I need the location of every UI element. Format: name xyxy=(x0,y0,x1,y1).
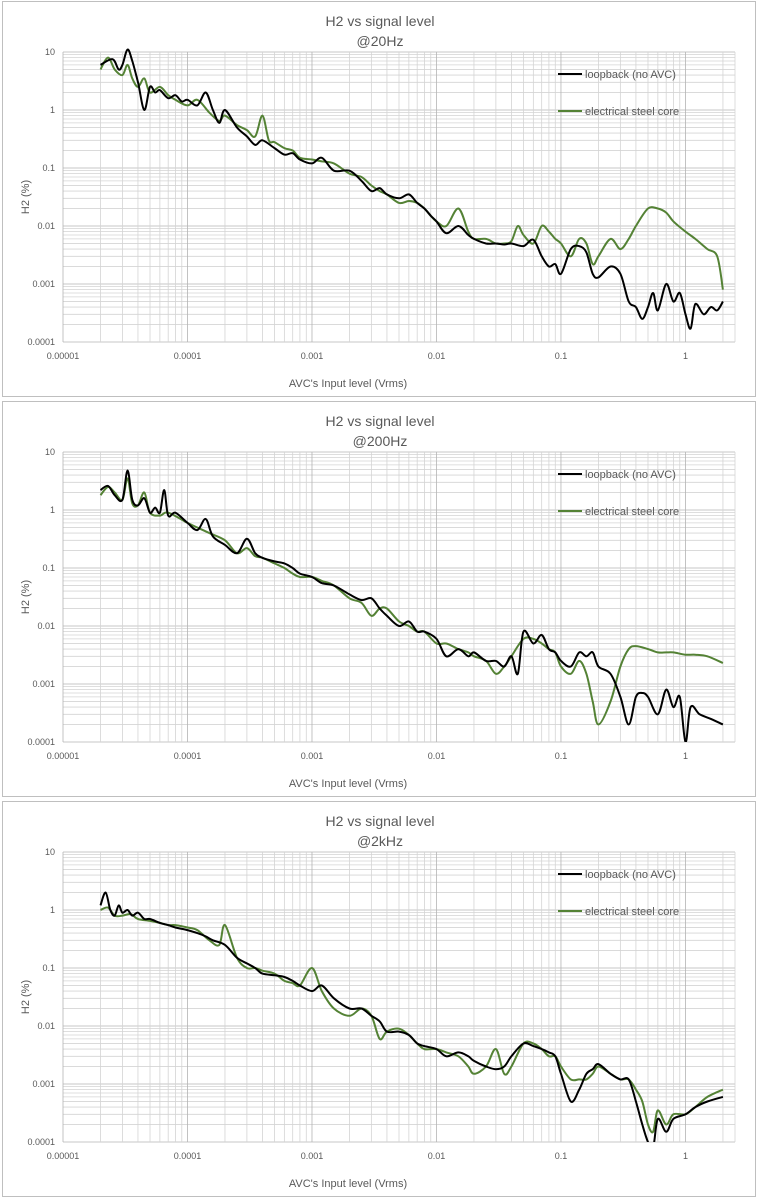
legend: loopback (no AVC) electrical steel core xyxy=(558,869,679,918)
x-tick-label: 0.01 xyxy=(428,1151,446,1161)
x-tick-label: 0.1 xyxy=(555,351,568,361)
y-axis-label: H2 (%) xyxy=(20,580,32,614)
x-tick-label: 0.1 xyxy=(555,751,568,761)
series-line-loopback xyxy=(99,891,724,1142)
x-tick-label: 0.001 xyxy=(301,1151,324,1161)
y-tick-label: 1 xyxy=(50,505,55,515)
x-axis-label: AVC's Input level (Vrms) xyxy=(289,378,407,390)
x-tick-label: 0.01 xyxy=(428,351,446,361)
y-tick-label: 0.001 xyxy=(32,1079,55,1089)
y-tick-label: 0.001 xyxy=(32,279,55,289)
chart-panel-2khz: 10 1 0.1 0.01 0.001 0.0001 0.00001 0.0001 0.001 0… xyxy=(2,801,756,1197)
y-tick-label: 0.0001 xyxy=(27,337,55,347)
chart-title: H2 vs signal level xyxy=(326,413,435,429)
x-tick-label: 0.00001 xyxy=(47,751,80,761)
legend-label: electrical steel core xyxy=(585,506,679,518)
y-tick-label: 0.0001 xyxy=(27,1137,55,1147)
chart-title: H2 vs signal level xyxy=(326,13,435,29)
chart-subtitle: @20Hz xyxy=(357,33,404,49)
x-tick-label: 0.0001 xyxy=(174,751,202,761)
chart-svg: 10 1 0.1 0.01 0.001 0.0001 0.00001 0.0001 0.001 0… xyxy=(20,13,736,390)
gridlines xyxy=(62,851,736,1143)
chart-subtitle: @2kHz xyxy=(357,833,403,849)
y-tick-label: 0.01 xyxy=(37,221,55,231)
legend-label: loopback (no AVC) xyxy=(585,869,676,881)
x-axis-label: AVC's Input level (Vrms) xyxy=(289,1178,407,1190)
legend-label: loopback (no AVC) xyxy=(585,69,676,81)
y-tick-label: 1 xyxy=(50,905,55,915)
x-tick-label: 1 xyxy=(683,1151,688,1161)
gridlines xyxy=(62,451,736,743)
gridlines xyxy=(62,51,736,343)
x-tick-label: 0.00001 xyxy=(47,1151,80,1161)
series-line-loopback xyxy=(99,469,724,742)
y-tick-label: 0.0001 xyxy=(27,737,55,747)
y-tick-label: 10 xyxy=(45,847,55,857)
y-tick-label: 0.01 xyxy=(37,621,55,631)
x-axis-label: AVC's Input level (Vrms) xyxy=(289,778,407,790)
legend: loopback (no AVC) electrical steel core xyxy=(558,469,679,518)
chart-title: H2 vs signal level xyxy=(326,813,435,829)
x-tick-label: 0.1 xyxy=(555,1151,568,1161)
legend-label: loopback (no AVC) xyxy=(585,469,676,481)
chart-svg: 10 1 0.1 0.01 0.001 0.0001 0.00001 0.0001 0.001 0… xyxy=(20,413,736,790)
legend-label: electrical steel core xyxy=(585,906,679,918)
y-tick-label: 0.1 xyxy=(42,963,55,973)
y-tick-label: 10 xyxy=(45,447,55,457)
legend: loopback (no AVC) electrical steel core xyxy=(558,69,679,118)
y-tick-label: 0.1 xyxy=(42,163,55,173)
chart-panel-20hz: 10 1 0.1 0.01 0.001 0.0001 0.00001 0.0001 0.001 0… xyxy=(2,1,756,397)
x-tick-label: 0.00001 xyxy=(47,351,80,361)
x-tick-label: 0.01 xyxy=(428,751,446,761)
y-tick-label: 0.1 xyxy=(42,563,55,573)
x-tick-label: 0.0001 xyxy=(174,1151,202,1161)
series-line-loopback xyxy=(100,48,724,330)
y-tick-label: 0.01 xyxy=(37,1021,55,1031)
chart-svg: 10 1 0.1 0.01 0.001 0.0001 0.00001 0.0001 0.001 0… xyxy=(20,813,736,1190)
y-axis-label: H2 (%) xyxy=(20,180,32,214)
x-tick-label: 1 xyxy=(683,751,688,761)
y-tick-label: 10 xyxy=(45,47,55,57)
chart-panel-200hz: 10 1 0.1 0.01 0.001 0.0001 0.00001 0.0001 0.001 0… xyxy=(2,401,756,797)
x-tick-label: 0.001 xyxy=(301,351,324,361)
y-axis-label: H2 (%) xyxy=(20,980,32,1014)
x-tick-label: 1 xyxy=(683,351,688,361)
legend-label: electrical steel core xyxy=(585,106,679,118)
y-tick-label: 1 xyxy=(50,105,55,115)
x-tick-label: 0.0001 xyxy=(174,351,202,361)
chart-subtitle: @200Hz xyxy=(353,433,408,449)
y-tick-label: 0.001 xyxy=(32,679,55,689)
x-tick-label: 0.001 xyxy=(301,751,324,761)
